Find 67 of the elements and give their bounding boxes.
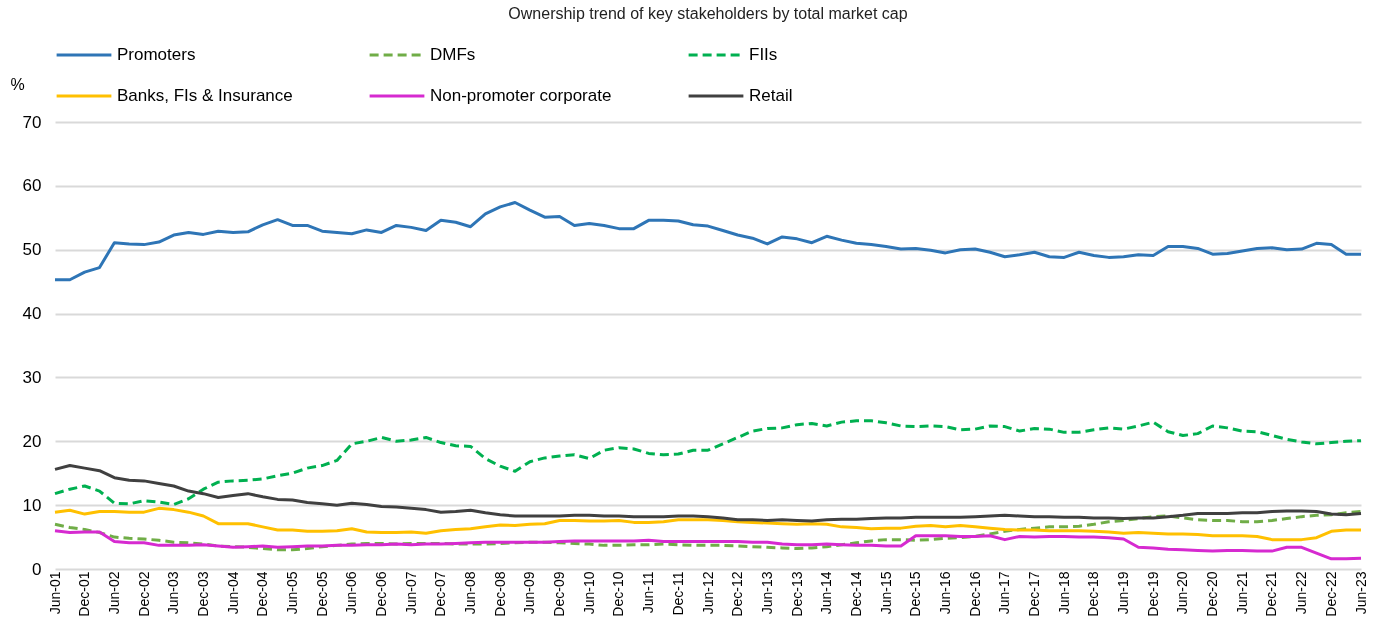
legend-label: FIIs: [749, 45, 778, 64]
legend-label: Promoters: [117, 45, 196, 64]
x-tick-label: Jun-05: [283, 571, 300, 615]
x-tick-label: Dec-06: [373, 571, 389, 617]
y-tick-label: 50: [22, 240, 42, 260]
x-tick-label: Dec-17: [1026, 571, 1042, 617]
x-tick-label: Jun-02: [105, 571, 122, 615]
y-tick-label: 0: [32, 559, 42, 579]
legend-label: Non-promoter corporate: [430, 86, 612, 105]
legend-label: Retail: [749, 86, 793, 105]
x-tick-label: Jun-14: [818, 571, 835, 615]
x-tick-label: Jun-12: [699, 571, 716, 615]
x-tick-label: Dec-09: [551, 571, 568, 617]
x-tick-label: Jun-15: [877, 571, 894, 615]
x-tick-label: Dec-03: [194, 571, 211, 617]
x-tick-label: Dec-12: [729, 571, 746, 617]
x-tick-label: Dec-10: [610, 571, 627, 617]
x-tick-label: Jun-17: [996, 571, 1013, 615]
x-tick-label: Dec-14: [847, 571, 864, 617]
line-series: [53, 510, 1363, 552]
legend-label: DMFs: [430, 45, 476, 64]
line-series: [53, 529, 1363, 561]
y-tick-label: 10: [22, 495, 42, 515]
x-tick-label: Dec-20: [1204, 571, 1221, 617]
x-tick-label: Dec-19: [1144, 571, 1161, 617]
x-tick-label: Jun-08: [462, 571, 479, 615]
x-tick-label: Dec-21: [1263, 571, 1280, 617]
line-series: [53, 464, 1363, 523]
x-tick-label: Jun-23: [1352, 571, 1369, 615]
x-tick-label: Dec-18: [1085, 571, 1102, 617]
x-tick-label: Dec-04: [254, 571, 271, 617]
legend-label: Banks, FIs & Insurance: [117, 86, 293, 105]
x-tick-label: Jun-04: [224, 571, 241, 615]
chart-title: Ownership trend of key stakeholders by total market cap: [508, 5, 908, 22]
x-tick-label: Dec-15: [907, 571, 924, 617]
y-tick-label: 70: [22, 112, 42, 132]
x-tick-label: Dec-22: [1322, 571, 1339, 617]
x-tick-label: Jun-19: [1115, 571, 1132, 615]
x-tick-label: Jun-18: [1055, 571, 1072, 615]
x-tick-label: Dec-08: [491, 571, 508, 617]
x-tick-label: Jun-06: [343, 571, 360, 615]
y-tick-label: 30: [22, 367, 42, 387]
x-tick-label: Dec-02: [135, 571, 152, 617]
line-series: [53, 200, 1363, 282]
x-tick-label: Jun-22: [1293, 571, 1310, 615]
x-tick-label: Dec-01: [76, 571, 93, 617]
x-tick-label: Jun-03: [165, 571, 182, 615]
x-tick-label: Jun-10: [580, 571, 597, 615]
x-tick-label: Dec-16: [966, 571, 983, 617]
x-tick-label: Dec-11: [669, 571, 686, 616]
x-tick-label: Jun-13: [758, 571, 775, 615]
line-series: [53, 506, 1363, 542]
x-tick-label: Jun-01: [46, 571, 63, 615]
x-tick-label: Dec-07: [432, 571, 449, 617]
y-tick-label: 60: [22, 176, 42, 196]
x-tick-label: Jun-20: [1174, 571, 1191, 615]
line-series: [53, 419, 1363, 506]
y-tick-label: 40: [22, 304, 42, 324]
y-tick-label: 20: [22, 431, 42, 451]
y-axis-title: %: [10, 75, 25, 93]
x-tick-label: Jun-07: [402, 571, 419, 615]
x-tick-label: Jun-16: [936, 571, 953, 615]
x-tick-label: Jun-11: [640, 571, 657, 614]
x-tick-label: Jun-09: [521, 571, 538, 615]
x-tick-label: Dec-05: [313, 571, 330, 617]
x-tick-label: Dec-13: [788, 571, 805, 617]
x-tick-label: Jun-21: [1233, 571, 1250, 615]
